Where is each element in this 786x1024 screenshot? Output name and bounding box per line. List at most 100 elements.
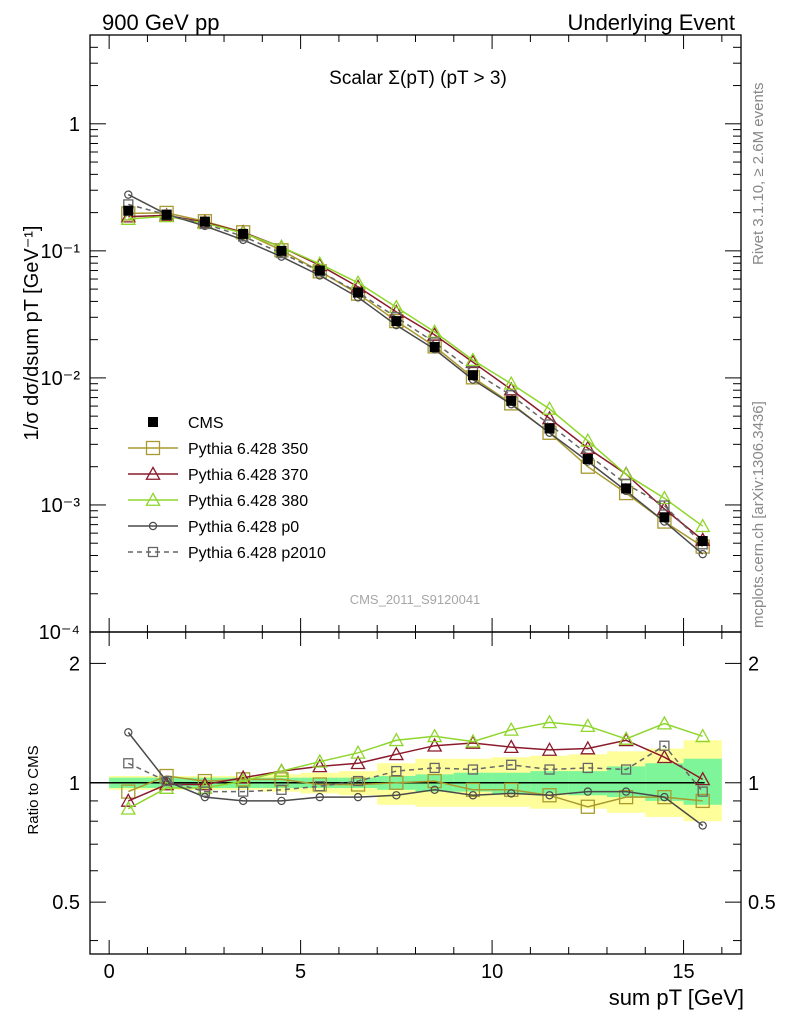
data-point [544,764,555,775]
data-point [120,792,136,807]
series-pythia-6-428-380 [120,714,711,815]
data-point [621,787,631,796]
data-point [277,796,286,806]
data-point [161,775,172,787]
data-point [698,821,707,830]
data-point [698,549,707,559]
data-point [545,791,554,800]
data-point [238,796,248,806]
series-pythia-6-428-p2010 [123,740,708,797]
y-tick-label: 10⁻¹ [41,241,81,263]
data-point [145,492,161,506]
data-point [580,799,595,814]
data-point [430,785,439,795]
y-tick-label: 10⁻³ [41,495,81,517]
legend-label: Pythia 6.428 p0 [188,519,299,536]
data-point [620,764,632,775]
data-point [314,781,325,792]
data-point [145,466,161,480]
y-tick-label: 0.5 [52,892,80,914]
y-tick-label-right: 0.5 [748,892,776,914]
data-point [235,769,251,784]
data-point [123,758,134,769]
data-point [124,728,133,737]
data-point [315,792,324,802]
data-point [235,773,251,787]
data-point [503,721,519,736]
main-y-label: 1/σ dσ/dsum pT [GeV⁻¹] [21,226,43,441]
data-point [659,740,670,751]
y-tick-label: 10⁻² [41,368,81,390]
data-point [541,714,558,729]
data-point [388,746,405,761]
data-point [197,776,213,791]
data-point [120,800,136,815]
data-point [582,762,593,774]
ratio-data-layer [120,714,711,830]
data-point [148,521,158,531]
data-point [697,536,708,547]
main-axis-ticks: 10⁻⁴ 10⁻³ 10⁻² 10⁻¹ 1 [39,34,741,646]
data-point [312,753,328,768]
legend-entry: Pythia 6.428 350 [128,440,308,458]
data-point [391,765,402,777]
data-point [465,735,481,749]
legend-label: Pythia 6.428 p2010 [188,545,326,562]
series-line [127,193,704,555]
data-point [350,744,366,759]
watermark: CMS_2011_S9120041 [350,592,481,607]
data-point [465,782,481,797]
data-point [123,205,134,216]
data-point [120,211,136,225]
data-point [468,791,478,800]
data-point [426,728,443,743]
header-left: 900 GeV pp [102,10,219,35]
x-tick-label: 0 [104,961,115,983]
data-point [659,500,670,511]
data-point [580,718,596,732]
data-point [352,775,364,787]
data-point [618,789,634,805]
data-point [312,758,328,773]
data-point [618,730,634,745]
y-tick-label: 2 [69,653,80,675]
data-point [426,737,443,752]
header-right: Underlying Event [567,10,735,35]
legend-entry: Pythia 6.428 p0 [128,519,299,536]
data-point [120,208,136,223]
series-line [128,214,704,541]
data-point [238,228,249,239]
main-data-layer [120,190,711,559]
data-point [391,316,402,327]
data-point [467,370,478,381]
series-cms [123,205,708,547]
series-pythia-6-428-p0 [124,728,707,830]
series-line [127,721,703,810]
data-point [507,789,516,798]
legend-entry: Pythia 6.428 p2010 [128,545,326,562]
data-point [276,245,287,256]
data-point [583,787,593,796]
y-tick-label-right: 2 [748,653,759,675]
legend-label: CMS [188,415,224,432]
data-point [465,352,481,367]
uncertainty-band-inner [606,766,646,798]
data-point [392,791,401,800]
main-title: Scalar Σ(pT) (pT > 3) [329,68,507,89]
data-point [582,453,593,464]
data-point [314,265,325,276]
y-tick-label-right: 1 [748,773,759,795]
data-point [199,216,210,227]
data-point [238,786,249,797]
legend-entry: Pythia 6.428 380 [128,492,308,510]
series-line [128,775,703,808]
data-point [580,432,596,447]
y-tick-label: 10⁻⁴ [39,622,80,644]
series-line [127,731,704,827]
series-pythia-6-428-370 [120,732,711,807]
data-point [276,784,287,795]
data-point [506,759,517,770]
data-point [350,755,366,770]
data-point [162,776,171,786]
